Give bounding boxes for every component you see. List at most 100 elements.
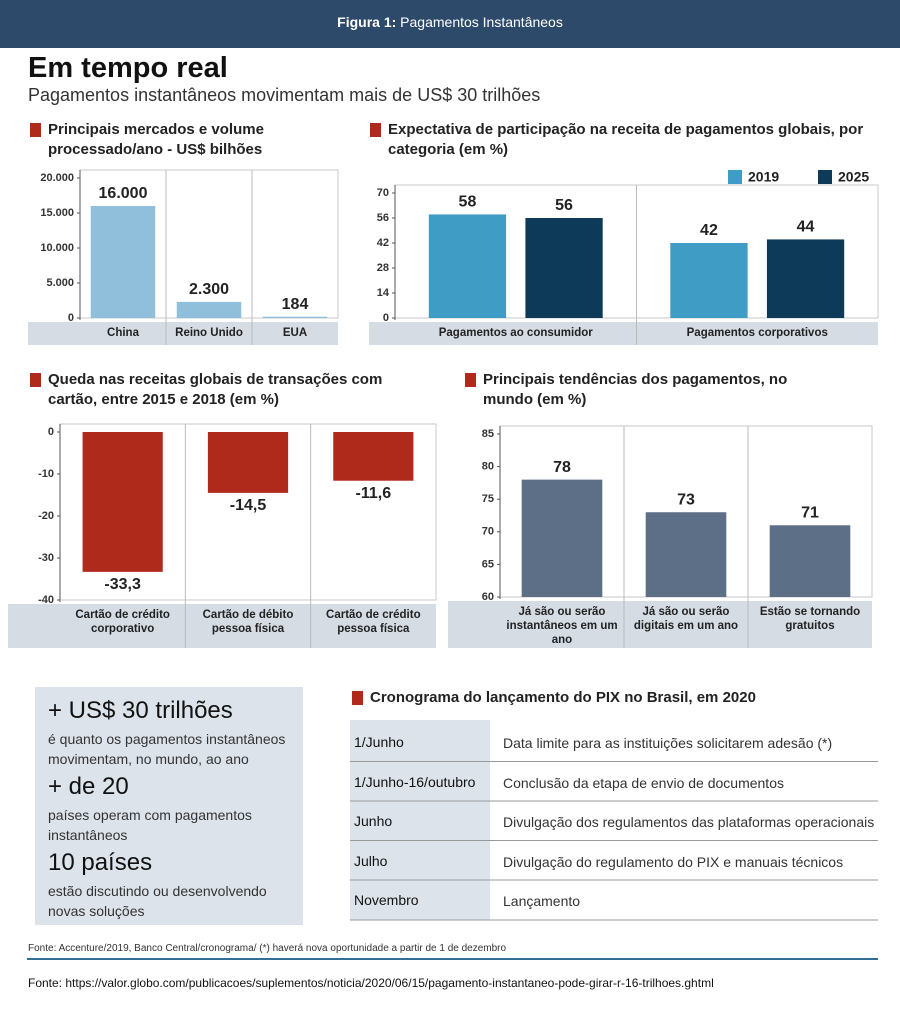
category-strip [369, 322, 878, 345]
category-strip [448, 601, 872, 648]
value-label: 44 [797, 219, 815, 236]
bar [521, 479, 603, 597]
legend-label: 2019 [748, 169, 779, 185]
y-tick-label: 42 [377, 237, 389, 249]
footer-note: Fonte: Accenture/2019, Banco Central/cro… [28, 943, 507, 954]
timeline-event: Divulgação dos regulamentos das platafor… [503, 814, 875, 830]
value-label: -11,6 [356, 485, 392, 502]
bar [766, 239, 845, 318]
stat-headline: + de 20 [48, 773, 129, 800]
x-tick-label: Reino Unido [175, 327, 243, 339]
y-tick-label: 10.000 [40, 242, 74, 254]
header-bar [0, 0, 900, 48]
timeline-event: Conclusão da etapa de envio de documento… [503, 774, 784, 791]
y-tick-label: 15.000 [40, 207, 74, 219]
y-tick-label: 75 [482, 493, 494, 505]
category-strip [8, 604, 436, 648]
bar [525, 218, 603, 318]
x-tick-label: Cartão de crédito pessoa física [326, 609, 421, 635]
bar [333, 432, 414, 481]
chart-title: Principais mercados e volume processado/… [30, 120, 308, 160]
y-tick-label: 56 [377, 212, 389, 224]
stat-text: países operam com pagamentos instantâneo… [48, 807, 252, 843]
x-tick-label: Cartão de crédito corporativo [75, 609, 170, 635]
value-label: 2.300 [189, 281, 229, 298]
bar [207, 432, 289, 493]
header: Figura 1: Pagamentos Instantâneos [0, 14, 900, 30]
bar [769, 525, 851, 597]
header-title: Pagamentos Instantâneos [400, 14, 563, 30]
timeline-event: Data limite para as instituições solicit… [503, 735, 833, 751]
timeline-title: Cronograma do lançamento do PIX no Brasi… [352, 688, 756, 708]
y-tick-label: 85 [482, 428, 494, 440]
stat-headline: 10 países [48, 849, 153, 876]
chart-title: Expectativa de participação na receita d… [370, 120, 888, 160]
y-tick-label: 0 [68, 312, 74, 324]
y-tick-label: 0 [383, 312, 389, 324]
bar [176, 301, 242, 318]
footer-source: Fonte: https://valor.globo.com/publicaco… [28, 976, 714, 990]
y-tick-label: 20.000 [40, 172, 74, 184]
y-tick-label: -10 [38, 468, 54, 480]
header-label: Figura 1: [337, 14, 397, 30]
legend-swatch [818, 170, 832, 184]
legend-swatch [728, 170, 742, 184]
y-tick-label: 65 [482, 558, 494, 570]
value-label: 56 [555, 197, 573, 214]
bar [82, 432, 163, 572]
bar [90, 206, 156, 318]
value-label: 58 [459, 194, 477, 211]
y-tick-label: 14 [377, 287, 390, 299]
category-strip [28, 322, 338, 345]
y-tick-label: 70 [482, 526, 494, 538]
title: Em tempo real [28, 52, 228, 84]
y-tick-label: -20 [38, 510, 54, 522]
x-tick-label: Pagamentos corporativos [686, 327, 828, 339]
stats-box [35, 687, 303, 925]
stat-headline: + US$ 30 trilhões [48, 697, 233, 724]
value-label: -14,5 [230, 497, 267, 514]
timeline-date: 1/Junho-16/outubro [354, 773, 476, 790]
timeline-date: 1/Junho [354, 734, 404, 750]
x-tick-label: Já são ou serão digitais em um ano [633, 606, 739, 632]
timeline-column [350, 720, 490, 920]
value-label: 78 [553, 459, 571, 476]
legend-label: 2025 [838, 169, 869, 185]
x-tick-label: Pagamentos ao consumidor [438, 327, 593, 339]
y-tick-label: 5.000 [46, 277, 74, 289]
x-tick-label: Estão se tornando gratuitos [759, 606, 861, 632]
timeline-event: Divulgação do regulamento do PIX e manua… [503, 853, 844, 870]
y-tick-label: 0 [48, 426, 54, 438]
x-tick-label: Cartão de débito pessoa física [202, 609, 294, 635]
value-label: 16.000 [99, 185, 148, 202]
value-label: 184 [282, 296, 309, 313]
x-tick-label: EUA [282, 327, 308, 339]
subtitle: Pagamentos instantâneos movimentam mais … [28, 85, 541, 105]
value-label: 42 [700, 222, 718, 239]
y-tick-label: -40 [38, 594, 54, 606]
bar [670, 243, 748, 318]
y-tick-label: 28 [377, 262, 389, 274]
stat-text: é quanto os pagamentos instantâneos movi… [48, 731, 286, 767]
bar [645, 512, 727, 597]
y-tick-label: 80 [482, 461, 494, 473]
timeline-date: Novembro [354, 892, 419, 908]
timeline-event: Lançamento [503, 893, 581, 909]
bar [428, 214, 507, 318]
value-label: 73 [677, 491, 695, 508]
bar [262, 316, 328, 318]
timeline-date: Junho [354, 813, 393, 829]
value-label: -33,3 [104, 576, 141, 593]
x-tick-label: Já são ou serão instantâneos em um ano [506, 606, 618, 646]
stat-text: estão discutindo ou desenvolvendo novas … [48, 883, 267, 919]
y-tick-label: -30 [38, 552, 54, 564]
x-tick-label: China [107, 327, 139, 339]
value-label: 71 [801, 504, 819, 521]
y-tick-label: 70 [377, 187, 389, 199]
timeline-date: Julho [354, 852, 388, 869]
chart-title: Queda nas receitas globais de transações… [30, 370, 428, 410]
chart-title: Principais tendências dos pagamentos, no… [465, 370, 803, 410]
y-tick-label: 60 [482, 591, 494, 603]
